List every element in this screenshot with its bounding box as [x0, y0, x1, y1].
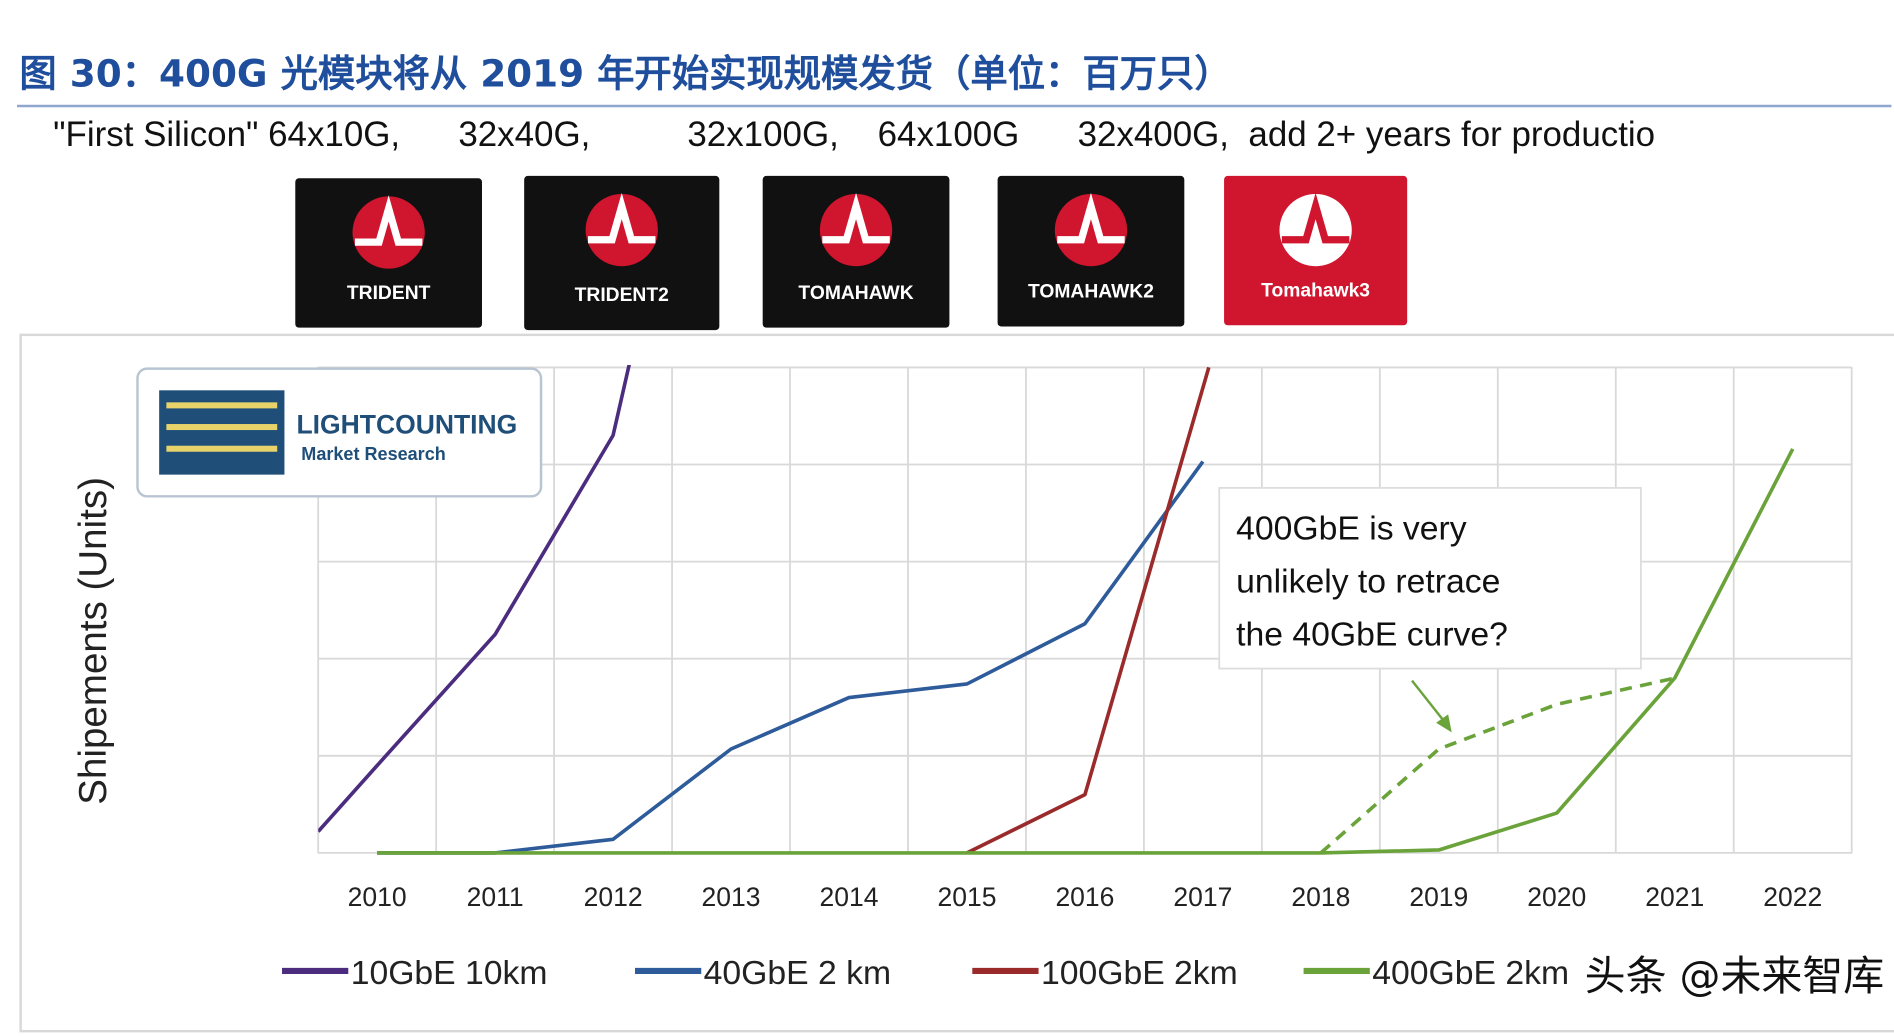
- annotation-line: 400GbE is very: [1236, 510, 1467, 548]
- chip-trident2: TRIDENT2: [524, 175, 720, 331]
- x-tick-label: 2010: [348, 882, 407, 912]
- legend-label: 10GbE 10km: [351, 954, 548, 992]
- arrow-head-icon: [1436, 714, 1452, 733]
- x-tick-labels: 2010 2011 2012 2013 2014 2015 2016 2017 2018 2019…: [348, 882, 1823, 912]
- chip-row: TRIDENT TRIDENT2 TOMAHAWK TOMAHAWK2 Tomahawk…: [295, 175, 1408, 331]
- legend-item: 10GbE 10km: [282, 954, 548, 992]
- series-line-40gbe-2-km: [377, 460, 1205, 855]
- lightcounting-logo: LIGHTCOUNTING Market Research: [136, 367, 543, 498]
- subtitle: "First Silicon" 64x10G, 32x40G, 32x100G,…: [53, 115, 1655, 154]
- legend-item: 40GbE 2 km: [634, 954, 891, 992]
- annotation-line: unlikely to retrace: [1236, 563, 1500, 601]
- chip-tomahawk: TOMAHAWK: [762, 175, 950, 328]
- watermark: 头条 @未来智库: [1585, 952, 1885, 1000]
- x-tick-label: 2021: [1645, 882, 1704, 912]
- x-tick-label: 2016: [1055, 882, 1114, 912]
- x-tick-label: 2015: [937, 882, 996, 912]
- legend-label: 100GbE 2km: [1041, 954, 1238, 992]
- broadcom-pulse-icon: [819, 193, 893, 267]
- chip-label: Tomahawk3: [1261, 280, 1370, 301]
- series-line-100gbe-2km: [966, 366, 1211, 855]
- legend-label: 400GbE 2km: [1372, 954, 1569, 992]
- logo-tagline: Market Research: [301, 444, 445, 464]
- x-tick-label: 2019: [1409, 882, 1468, 912]
- broadcom-pulse-icon: [585, 193, 658, 267]
- broadcom-pulse-icon: [1279, 193, 1352, 267]
- logo-name: LIGHTCOUNTING: [296, 410, 517, 440]
- x-tick-label: 2011: [467, 882, 524, 912]
- chip-label: TOMAHAWK: [798, 283, 913, 304]
- chip-trident: TRIDENT: [295, 178, 483, 328]
- annotation-box: 400GbE is very unlikely to retrace the 4…: [1218, 486, 1642, 733]
- legend-label: 40GbE 2 km: [704, 954, 891, 992]
- chip-tomahawk2: TOMAHAWK2: [997, 175, 1185, 327]
- series-line-10gbe-10km: [318, 365, 631, 833]
- x-tick-label: 2012: [584, 882, 643, 912]
- series-line-400gbe-2km: [377, 448, 1795, 855]
- annotation-line: the 40GbE curve?: [1236, 616, 1508, 654]
- broadcom-pulse-icon: [352, 196, 425, 269]
- x-tick-label: 2020: [1527, 882, 1586, 912]
- legend: 10GbE 10km 40GbE 2 km 100GbE 2km 400GbE 2km: [282, 954, 1569, 992]
- legend-item: 400GbE 2km: [1303, 954, 1569, 992]
- legend-item: 100GbE 2km: [972, 954, 1238, 992]
- figure-title: 图 30：400G 光模块将从 2019 年开始实现规模发货（单位：百万只）: [19, 52, 1231, 96]
- chip-label: TOMAHAWK2: [1028, 282, 1154, 303]
- chip-label: TRIDENT: [347, 283, 431, 304]
- x-tick-label: 2022: [1763, 882, 1822, 912]
- chip-label: TRIDENT2: [575, 285, 669, 306]
- broadcom-pulse-icon: [1054, 193, 1128, 267]
- x-tick-label: 2013: [702, 882, 761, 912]
- x-tick-label: 2018: [1291, 882, 1350, 912]
- chip-tomahawk3: Tomahawk3: [1224, 175, 1408, 326]
- y-axis-label: Shipements (Units): [72, 477, 115, 805]
- x-tick-label: 2017: [1173, 882, 1232, 912]
- x-tick-label: 2014: [820, 882, 879, 912]
- series-group: [318, 365, 1795, 855]
